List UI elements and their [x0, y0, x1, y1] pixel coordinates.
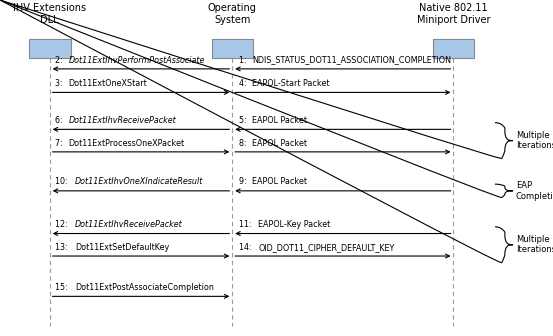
- Text: 4:: 4:: [239, 79, 249, 88]
- Text: NDIS_STATUS_DOT11_ASSOCIATION_COMPLETION: NDIS_STATUS_DOT11_ASSOCIATION_COMPLETION: [252, 55, 451, 65]
- FancyBboxPatch shape: [29, 39, 71, 58]
- Text: Dot11ExtIhvOneXIndicateResult: Dot11ExtIhvOneXIndicateResult: [75, 177, 203, 186]
- Text: Native 802.11
Miniport Driver: Native 802.11 Miniport Driver: [417, 3, 490, 25]
- Text: Dot11ExtProcessOneXPacket: Dot11ExtProcessOneXPacket: [69, 138, 185, 148]
- Text: 9:: 9:: [239, 177, 249, 186]
- Text: OID_DOT11_CIPHER_DEFAULT_KEY: OID_DOT11_CIPHER_DEFAULT_KEY: [258, 243, 395, 252]
- Text: Operating
System: Operating System: [208, 3, 257, 25]
- Text: Dot11ExtIhvReceivePacket: Dot11ExtIhvReceivePacket: [69, 116, 176, 125]
- Text: 14:: 14:: [239, 243, 254, 252]
- Text: 10:: 10:: [55, 177, 70, 186]
- Text: 13:: 13:: [55, 243, 70, 252]
- Text: EAPOL-Key Packet: EAPOL-Key Packet: [258, 220, 331, 229]
- Text: EAPOL Packet: EAPOL Packet: [252, 138, 307, 148]
- Text: Multiple
Iterations: Multiple Iterations: [516, 131, 553, 150]
- Text: 12:: 12:: [55, 220, 70, 229]
- Text: 3:: 3:: [55, 79, 65, 88]
- Text: Dot11ExtIhvReceivePacket: Dot11ExtIhvReceivePacket: [75, 220, 182, 229]
- FancyBboxPatch shape: [211, 39, 253, 58]
- Text: 15:: 15:: [55, 283, 70, 292]
- Text: 11:: 11:: [239, 220, 254, 229]
- Text: 2:: 2:: [55, 55, 65, 65]
- Text: Multiple
Iterations: Multiple Iterations: [516, 235, 553, 254]
- Text: IHV Extensions
DLL: IHV Extensions DLL: [13, 3, 86, 25]
- Text: 5:: 5:: [239, 116, 249, 125]
- Text: EAP
Completion: EAP Completion: [516, 181, 553, 201]
- Text: EAPOL Packet: EAPOL Packet: [252, 177, 307, 186]
- Text: Dot11ExtSetDefaultKey: Dot11ExtSetDefaultKey: [75, 243, 169, 252]
- Text: 7:: 7:: [55, 138, 65, 148]
- Text: Dot11ExtIhvPerformPostAssociate: Dot11ExtIhvPerformPostAssociate: [69, 55, 205, 65]
- FancyBboxPatch shape: [432, 39, 474, 58]
- Text: 1:: 1:: [239, 55, 249, 65]
- Text: 8:: 8:: [239, 138, 249, 148]
- Text: Dot11ExtOneXStart: Dot11ExtOneXStart: [69, 79, 147, 88]
- Text: EAPOL-Start Packet: EAPOL-Start Packet: [252, 79, 330, 88]
- Text: Dot11ExtPostAssociateCompletion: Dot11ExtPostAssociateCompletion: [75, 283, 214, 292]
- Text: EAPOL Packet: EAPOL Packet: [252, 116, 307, 125]
- Text: 6:: 6:: [55, 116, 65, 125]
